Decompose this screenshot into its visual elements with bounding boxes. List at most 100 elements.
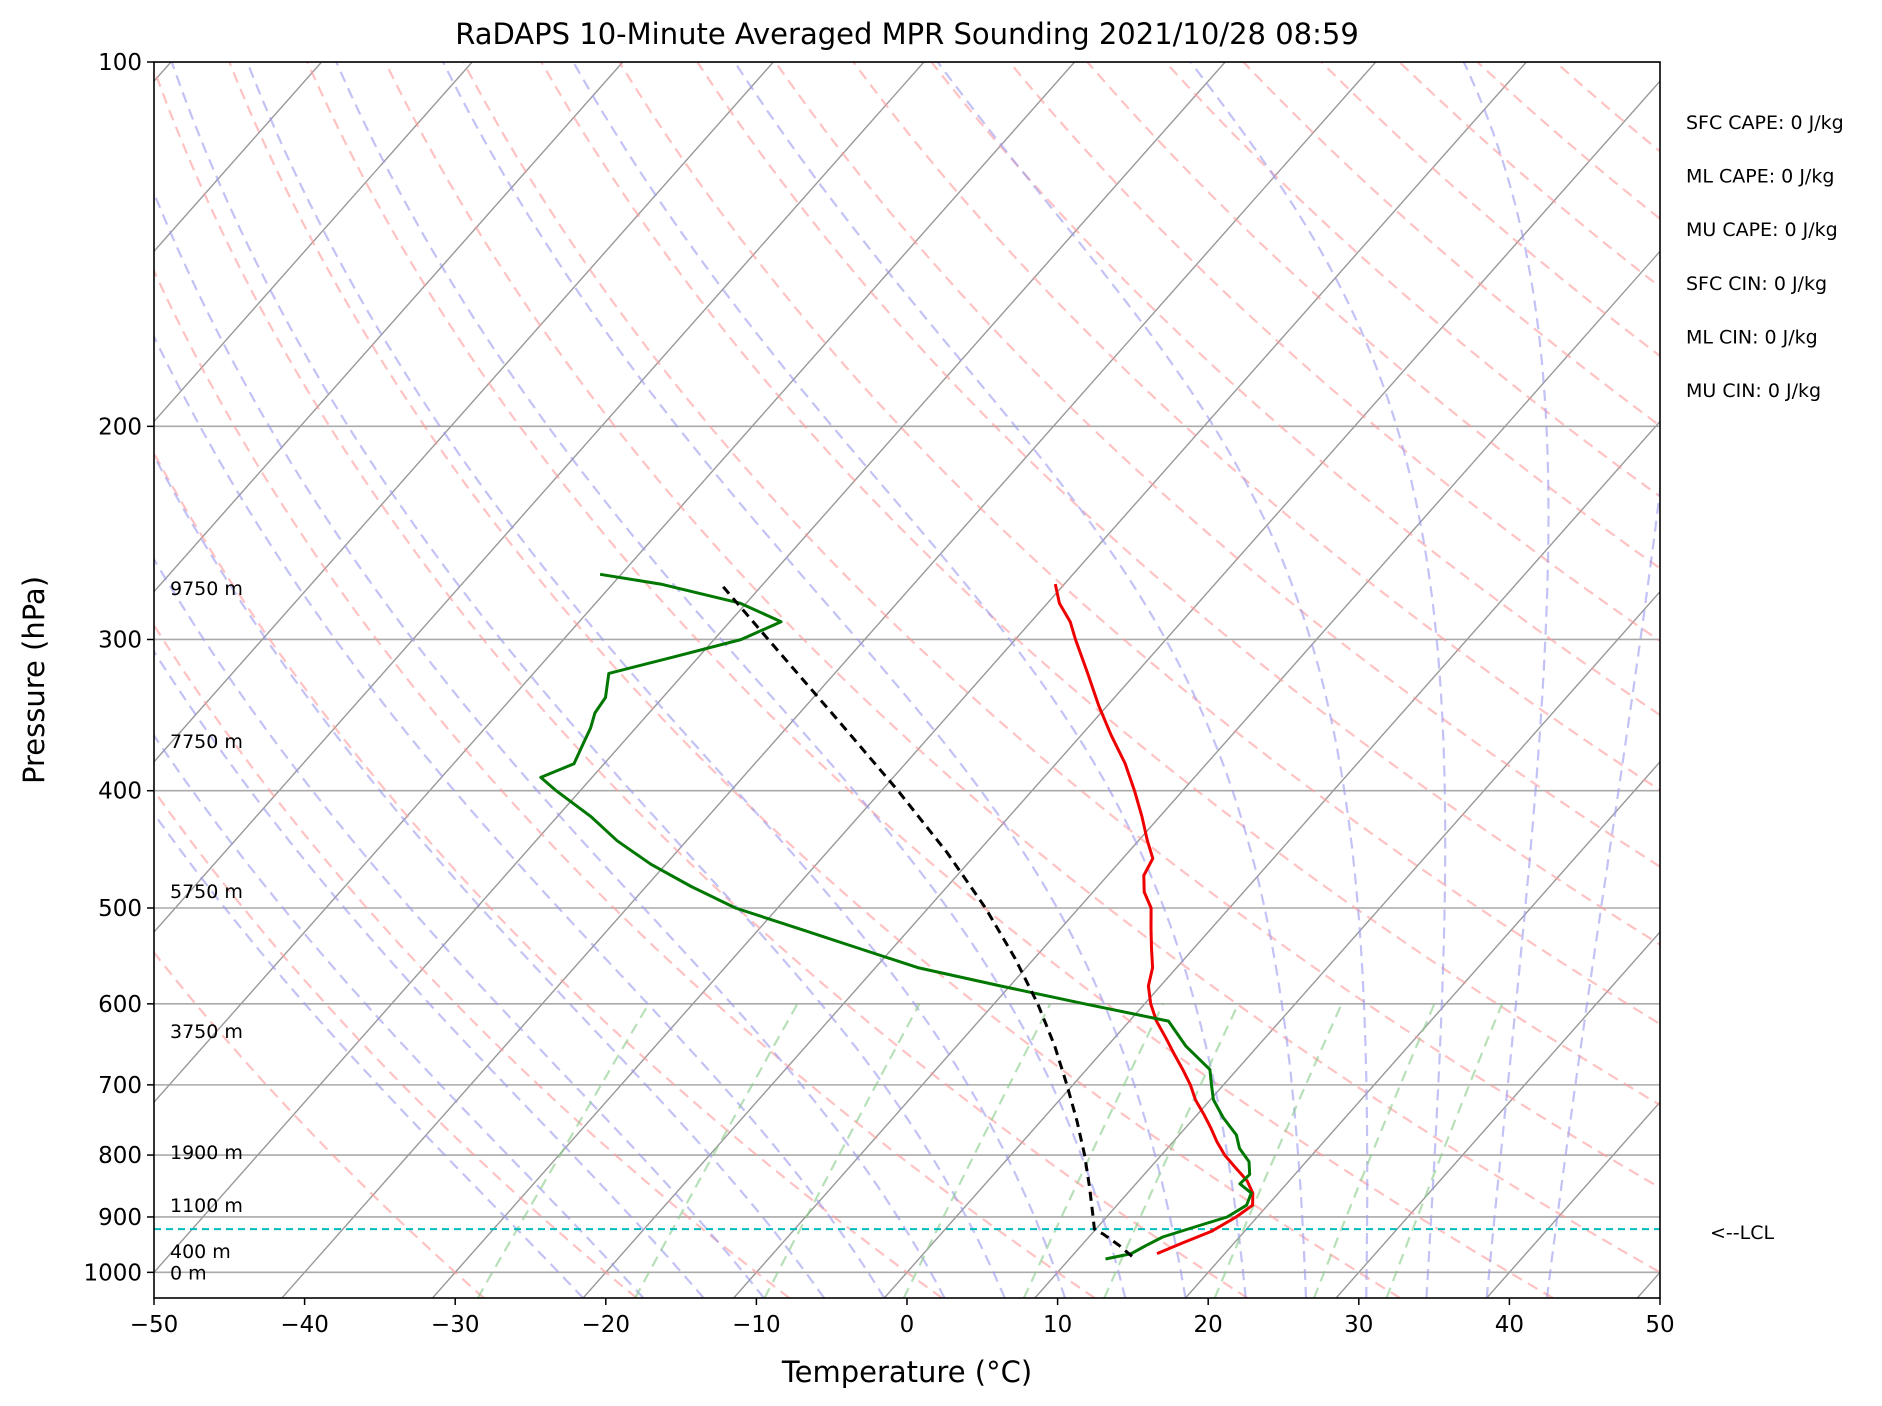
- dry-adiabat: [154, 268, 1096, 1298]
- dry-adiabat: [1164, 62, 1660, 498]
- height-label: 7750 m: [170, 731, 243, 753]
- background-lines: [154, 62, 1660, 1298]
- stat-line: SFC CAPE: 0 J/kg: [1686, 112, 1844, 134]
- isotherm-line: [154, 62, 1226, 1274]
- x-tick-label: −50: [130, 1312, 179, 1338]
- chart-title: RaDAPS 10-Minute Averaged MPR Sounding 2…: [455, 17, 1359, 51]
- stat-line: ML CIN: 0 J/kg: [1686, 326, 1818, 348]
- height-label: 0 m: [170, 1262, 207, 1284]
- mixing-ratio-line: [1385, 1003, 1504, 1298]
- mixing-ratio-line: [902, 1003, 1052, 1298]
- y-tick-label: 600: [98, 992, 142, 1018]
- moist-adiabat: [154, 190, 946, 1298]
- dry-adiabat: [154, 451, 943, 1298]
- x-tick-label: −40: [280, 1312, 329, 1338]
- isotherm-line: [154, 62, 774, 763]
- y-tick-label: 300: [98, 627, 142, 653]
- dry-adiabat: [154, 623, 790, 1298]
- moist-adiabat: [1462, 62, 1550, 1298]
- dry-adiabat: [1554, 62, 1660, 153]
- x-axis-title: Temperature (°C): [781, 1355, 1032, 1389]
- x-tick-label: 10: [1043, 1312, 1072, 1338]
- x-tick-label: 20: [1194, 1312, 1223, 1338]
- height-label: 1100 m: [170, 1195, 243, 1217]
- x-tick-label: −10: [732, 1312, 781, 1338]
- y-tick-label: 800: [98, 1143, 142, 1169]
- isotherm-line: [154, 62, 624, 593]
- x-tick-label: 50: [1645, 1312, 1674, 1338]
- stat-line: SFC CIN: 0 J/kg: [1686, 273, 1827, 295]
- dry-adiabat: [852, 62, 1660, 792]
- x-tick-label: 0: [900, 1312, 915, 1338]
- moist-adiabat: [170, 62, 1006, 1298]
- moist-adiabat: [1189, 62, 1447, 1298]
- lcl-label: <--LCL: [1710, 1222, 1774, 1244]
- dewpoint-trace: [539, 572, 1253, 1261]
- dry-adiabat: [1476, 62, 1660, 221]
- moist-adiabat: [1545, 481, 1660, 1298]
- isotherm-line: [1335, 930, 1660, 1298]
- moist-adiabat: [572, 62, 1247, 1298]
- y-tick-label: 500: [98, 896, 142, 922]
- dry-adiabat: [1320, 62, 1660, 358]
- x-axis: −50 −40 −30 −20 −10 0 10 20 30 40 50: [130, 1298, 1675, 1338]
- dry-adiabat: [1086, 62, 1660, 570]
- x-tick-label: −30: [431, 1312, 480, 1338]
- dry-adiabat: [696, 62, 1660, 946]
- sounding-traces: [539, 572, 1255, 1261]
- plot-frame: [153, 61, 1661, 1299]
- y-axis-title: Pressure (hPa): [17, 576, 51, 784]
- height-labels: 9750 m 7750 m 5750 m 3750 m 1900 m 1100 m 400 …: [170, 578, 243, 1284]
- mixing-ratio-line: [476, 1003, 650, 1298]
- y-tick-label: 700: [98, 1073, 142, 1099]
- dry-adiabat: [154, 66, 1249, 1298]
- mixing-ratio-line: [1213, 1003, 1343, 1298]
- mixing-ratio-line: [634, 1003, 799, 1298]
- y-tick-label: 100: [98, 50, 142, 76]
- moist-adiabat: [154, 733, 645, 1298]
- stat-line: MU CIN: 0 J/kg: [1686, 380, 1821, 402]
- y-axis: 100 200 300 400 500 600 700 800 900 1000: [83, 50, 154, 1286]
- moist-adiabat: [335, 62, 1127, 1298]
- isotherm-line: [1636, 1271, 1660, 1298]
- y-tick-label: 1000: [83, 1260, 142, 1286]
- isotherm-line: [154, 62, 1076, 1104]
- dry-adiabat: [306, 62, 1554, 1298]
- dry-adiabat: [384, 62, 1660, 1274]
- dry-adiabat: [540, 62, 1660, 1107]
- mixing-ratio-line: [1022, 1003, 1165, 1298]
- isotherm-line: [154, 62, 473, 423]
- isotherm-line: [281, 62, 1377, 1298]
- parcel-profile-trace: [719, 583, 1133, 1258]
- moist-adiabat: [154, 811, 584, 1298]
- moist-adiabat: [154, 334, 886, 1298]
- dry-adiabat: [462, 62, 1660, 1189]
- dry-adiabat: [1398, 62, 1660, 289]
- dry-adiabat: [154, 950, 485, 1298]
- dry-adiabat: [1242, 62, 1660, 428]
- isotherm-line: [1184, 760, 1660, 1298]
- x-tick-label: 40: [1495, 1312, 1524, 1338]
- x-tick-label: −20: [582, 1312, 631, 1338]
- moist-adiabat: [246, 62, 1067, 1298]
- y-tick-label: 900: [98, 1205, 142, 1231]
- y-tick-label: 200: [98, 414, 142, 440]
- mixing-ratio-line: [1313, 1003, 1436, 1298]
- mixing-ratio-line: [1103, 1003, 1240, 1298]
- isotherm-line: [582, 80, 1660, 1298]
- mixing-ratio-line: [763, 1003, 921, 1298]
- stats-panel: SFC CAPE: 0 J/kg ML CAPE: 0 J/kg MU CAPE: …: [1686, 112, 1844, 402]
- y-tick-label: 400: [98, 779, 142, 805]
- isotherm-line: [431, 62, 1527, 1298]
- dry-adiabat: [774, 62, 1660, 869]
- moist-adiabat: [154, 649, 705, 1298]
- moist-adiabat: [441, 62, 1187, 1298]
- dry-adiabat: [1008, 62, 1660, 643]
- height-label: 400 m: [170, 1241, 231, 1263]
- moist-adiabat: [733, 62, 1308, 1298]
- moist-adiabat: [154, 453, 826, 1298]
- isotherm-line: [1486, 1101, 1660, 1298]
- moist-adiabat: [154, 557, 765, 1298]
- stat-line: MU CAPE: 0 J/kg: [1686, 219, 1838, 241]
